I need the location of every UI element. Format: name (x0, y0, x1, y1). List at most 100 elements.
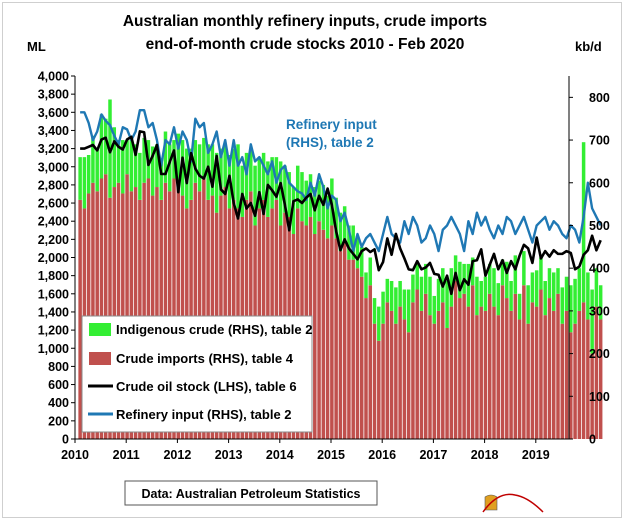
crude-imports-bar (372, 323, 377, 439)
indigenous-crude-bar (389, 280, 394, 311)
indigenous-crude-bar (236, 144, 240, 209)
indigenous-crude-bar (483, 276, 488, 311)
indigenous-crude-bar (458, 261, 462, 299)
crude-imports-bar (197, 191, 202, 439)
crude-imports-bar (534, 306, 539, 439)
crude-imports-bar (381, 323, 385, 439)
indigenous-crude-bar (445, 280, 449, 328)
crude-imports-bar (368, 285, 373, 439)
indigenous-crude-bar (551, 272, 556, 311)
indigenous-crude-bar (125, 140, 129, 175)
legend-label-imports: Crude imports (RHS), table 4 (116, 351, 294, 366)
indigenous-crude-bar (372, 298, 377, 324)
x-tick-label: 2017 (419, 448, 447, 462)
left-tick-label: 2,600 (38, 197, 69, 211)
left-tick-label: 1,800 (38, 269, 69, 283)
indigenous-crude-bar (317, 180, 321, 222)
indigenous-crude-bar (321, 184, 326, 230)
crude-imports-bar (133, 187, 138, 439)
crude-imports-bar (436, 310, 441, 439)
crude-imports-bar (172, 178, 176, 440)
indigenous-crude-bar (470, 257, 475, 286)
crude-imports-bar (569, 332, 573, 439)
indigenous-crude-bar (300, 172, 304, 222)
crude-imports-bar (556, 293, 560, 439)
legend-box (81, 315, 313, 433)
crude-imports-bar (598, 319, 603, 439)
crude-imports-bar (146, 178, 151, 440)
left-tick-label: 1,000 (38, 342, 69, 356)
left-tick-label: 3,200 (38, 142, 69, 156)
indigenous-crude-bar (419, 276, 424, 311)
indigenous-crude-bar (278, 161, 283, 226)
right-axis-label: kb/d (575, 39, 602, 54)
indigenous-crude-bar (368, 257, 373, 286)
indigenous-crude-bar (560, 287, 565, 324)
indigenous-crude-bar (479, 280, 483, 307)
indigenous-crude-bar (573, 278, 577, 324)
indigenous-crude-bar (522, 251, 526, 286)
crude-imports-bar (342, 242, 347, 439)
indigenous-crude-bar (150, 146, 155, 196)
crude-imports-bar (112, 187, 117, 439)
crude-imports-bar (193, 182, 198, 439)
crude-imports-bar (470, 285, 475, 439)
crude-imports-bar (432, 323, 437, 439)
crude-imports-bar (398, 306, 402, 439)
crude-imports-bar (317, 221, 321, 439)
indigenous-crude-bar (91, 135, 95, 183)
indigenous-crude-bar (304, 180, 309, 226)
crude-imports-bar (355, 268, 360, 439)
indigenous-crude-bar (543, 280, 547, 316)
x-tick-label: 2015 (317, 448, 345, 462)
indigenous-crude-bar (526, 285, 530, 324)
indigenous-crude-bar (423, 263, 428, 294)
crude-imports-bar (325, 238, 330, 439)
indigenous-crude-bar (142, 137, 146, 183)
crude-imports-bar (402, 319, 407, 439)
crude-imports-bar (573, 323, 577, 439)
indigenous-crude-bar (129, 140, 134, 192)
crude-imports-bar (91, 182, 95, 439)
left-tick-label: 0 (62, 433, 69, 447)
indigenous-crude-bar (347, 225, 351, 260)
legend-label-indigenous: Indigenous crude (RHS), table 2 (116, 322, 312, 337)
left-tick-label: 2,000 (38, 251, 69, 265)
indigenous-crude-bar (176, 133, 181, 188)
chart-title-line-2: end-of-month crude stocks 2010 - Feb 202… (146, 36, 465, 53)
indigenous-crude-bar (103, 118, 108, 175)
indigenous-crude-bar (385, 278, 390, 303)
indigenous-crude-bar (505, 261, 509, 299)
indigenous-crude-bar (189, 148, 193, 200)
left-tick-label: 4,000 (38, 70, 69, 84)
indigenous-crude-bar (338, 212, 343, 252)
indigenous-crude-bar (428, 276, 432, 316)
crude-imports-bar (513, 293, 518, 439)
left-tick-label: 2,200 (38, 233, 69, 247)
indigenous-crude-bar (78, 157, 82, 200)
crude-imports-bar (522, 285, 526, 439)
legend-label-stock: Crude oil stock (LHS), table 6 (116, 379, 297, 394)
crude-imports-bar (487, 293, 492, 439)
indigenous-crude-bar (351, 225, 355, 260)
crude-imports-bar (509, 310, 513, 439)
indigenous-crude-bar (197, 144, 202, 192)
crude-imports-bar (411, 302, 415, 439)
left-tick-label: 3,000 (38, 160, 69, 174)
crude-imports-bar (564, 310, 569, 439)
left-tick-label: 2,800 (38, 178, 69, 192)
x-tick-label: 2012 (163, 448, 191, 462)
left-tick-label: 3,600 (38, 106, 69, 120)
indigenous-crude-bar (453, 255, 458, 281)
right-tick-label: 700 (589, 134, 610, 148)
indigenous-crude-bar (402, 289, 407, 320)
indigenous-crude-bar (334, 197, 338, 239)
crude-imports-bar (483, 310, 488, 439)
crude-imports-bar (449, 306, 454, 439)
crude-imports-bar (479, 306, 483, 439)
crude-imports-bar (338, 251, 343, 439)
axes (71, 75, 573, 443)
indigenous-crude-bar (253, 165, 257, 226)
indigenous-crude-bar (598, 285, 603, 320)
x-tick-labels: 2010 2011 2012 2013 2014 2015 2016 2017 2018 2019 (61, 448, 550, 462)
